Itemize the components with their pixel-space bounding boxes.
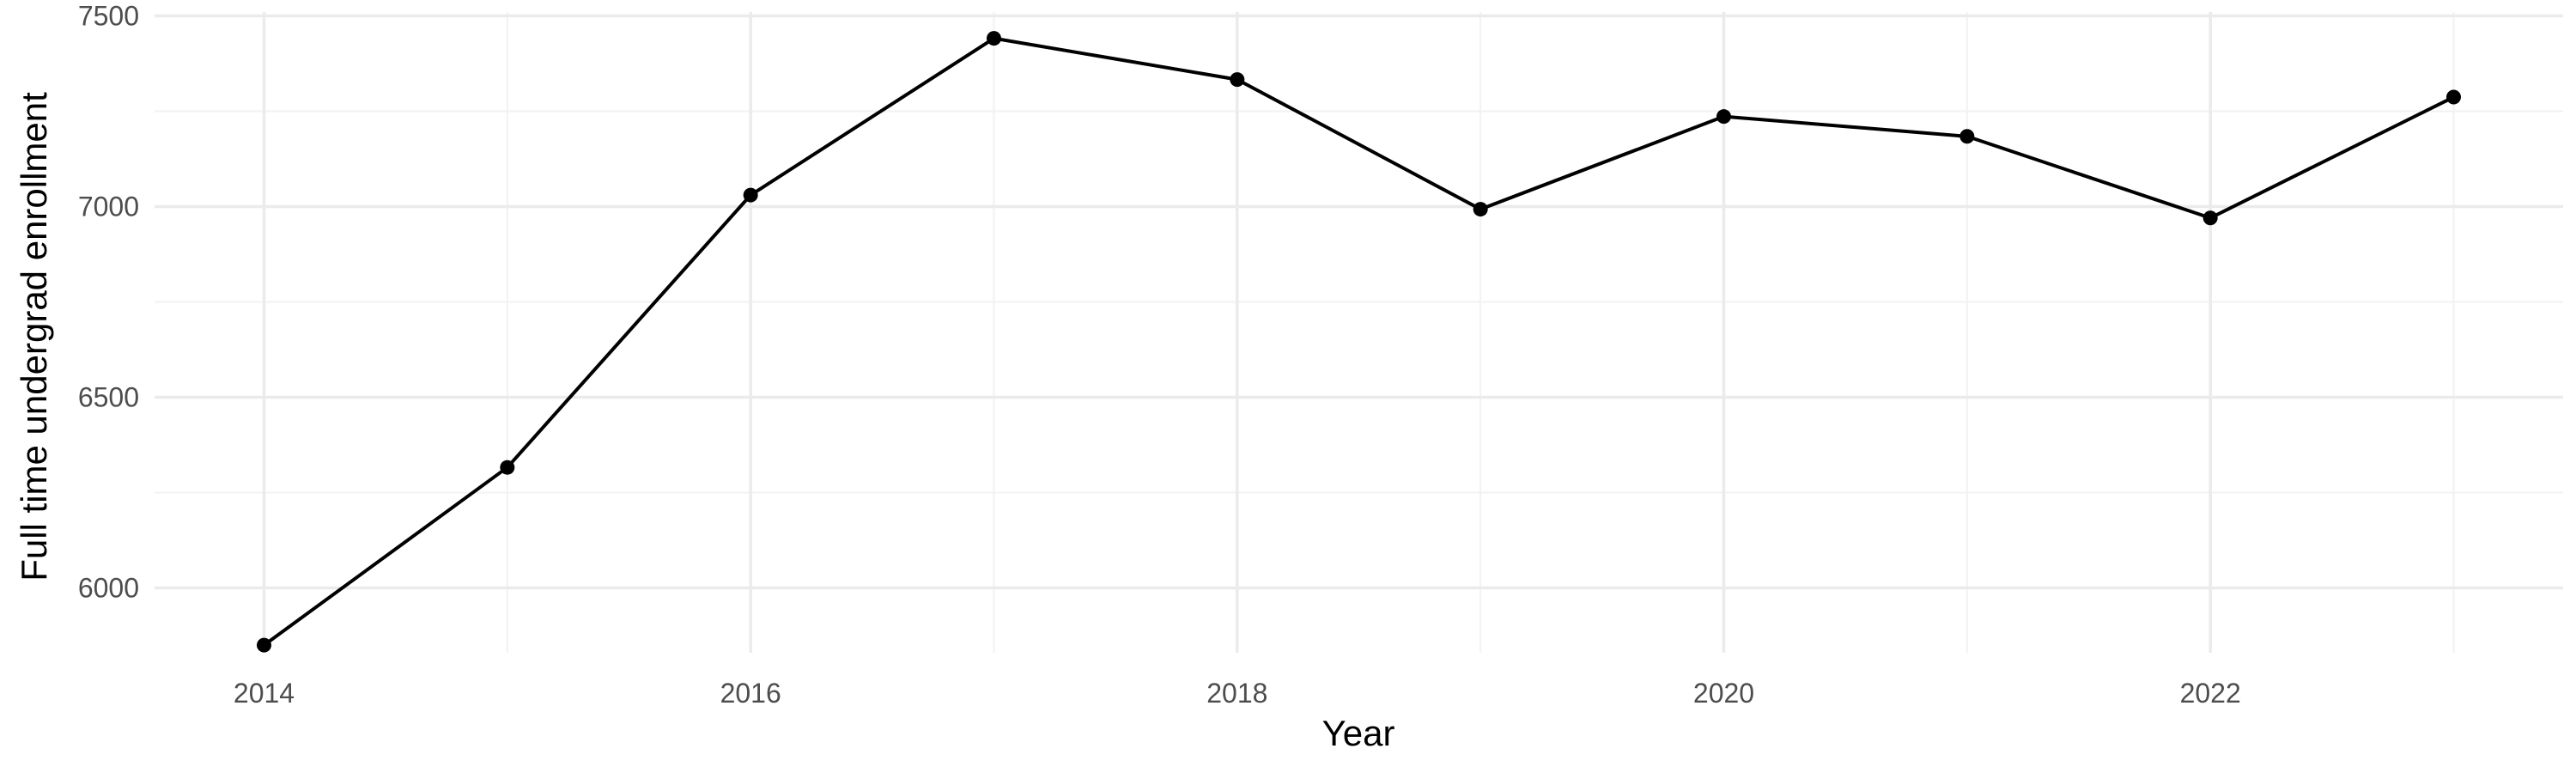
y-tick-label: 6000 [78,573,139,604]
y-axis-ticks: 6000 6500 7000 7500 [78,0,139,603]
x-tick-label: 2016 [720,678,781,709]
series-line [263,36,2455,647]
data-point [2202,210,2218,226]
y-tick-label: 7500 [78,0,139,31]
series-layer [257,31,2461,653]
x-tick-label: 2020 [1693,678,1754,709]
x-tick-label: 2022 [2180,678,2241,709]
data-point [500,460,515,475]
x-tick-label: 2014 [234,678,295,709]
y-tick-label: 6500 [78,381,139,412]
data-point [1473,202,1488,217]
grid [155,12,2563,653]
data-point [1716,109,1731,125]
y-tick-label: 7000 [78,191,139,222]
x-axis-title: Year [1322,713,1395,753]
data-point [1959,129,1975,144]
data-point [987,31,1001,46]
x-tick-label: 2018 [1206,678,1267,709]
y-axis-title: Full time undergrad enrollment [14,92,54,581]
data-point [1230,72,1245,88]
data-point [2446,89,2461,105]
data-point [257,637,271,653]
data-point [743,187,758,203]
x-axis-ticks: 2014 2016 2018 2020 2022 [234,678,2241,709]
